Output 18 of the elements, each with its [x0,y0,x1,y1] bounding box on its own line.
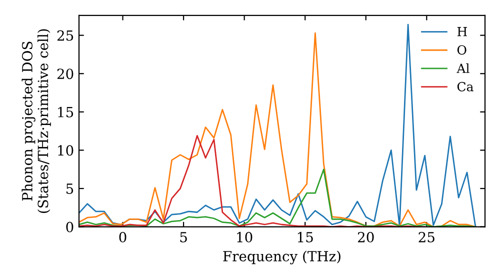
y-tick-label: 0 [66,222,74,232]
x-tick-label: 15 [298,232,313,242]
x-tick-label: 0 [119,232,126,242]
x-tick-label: 25 [418,232,434,242]
x-tick-label: 20 [358,232,374,242]
legend-label: O [457,45,466,55]
y-tick-label: 5 [66,184,74,194]
y-tick-label: 10 [58,145,74,156]
y-tick-label: 20 [57,68,74,80]
y-tick-label: 15 [58,106,74,118]
x-axis-title: Frequency (THz) [223,250,340,264]
y-tick-label: 25 [57,30,74,41]
legend-label: Ca [457,82,474,92]
legend-label: Al [456,63,470,73]
y-axis-title: Phonon projected DOS (States/THz·primitive cell) [22,29,51,213]
x-tick-label: 5 [180,232,187,242]
legend-label: H [457,27,467,36]
x-tick-label: 10 [237,232,252,242]
